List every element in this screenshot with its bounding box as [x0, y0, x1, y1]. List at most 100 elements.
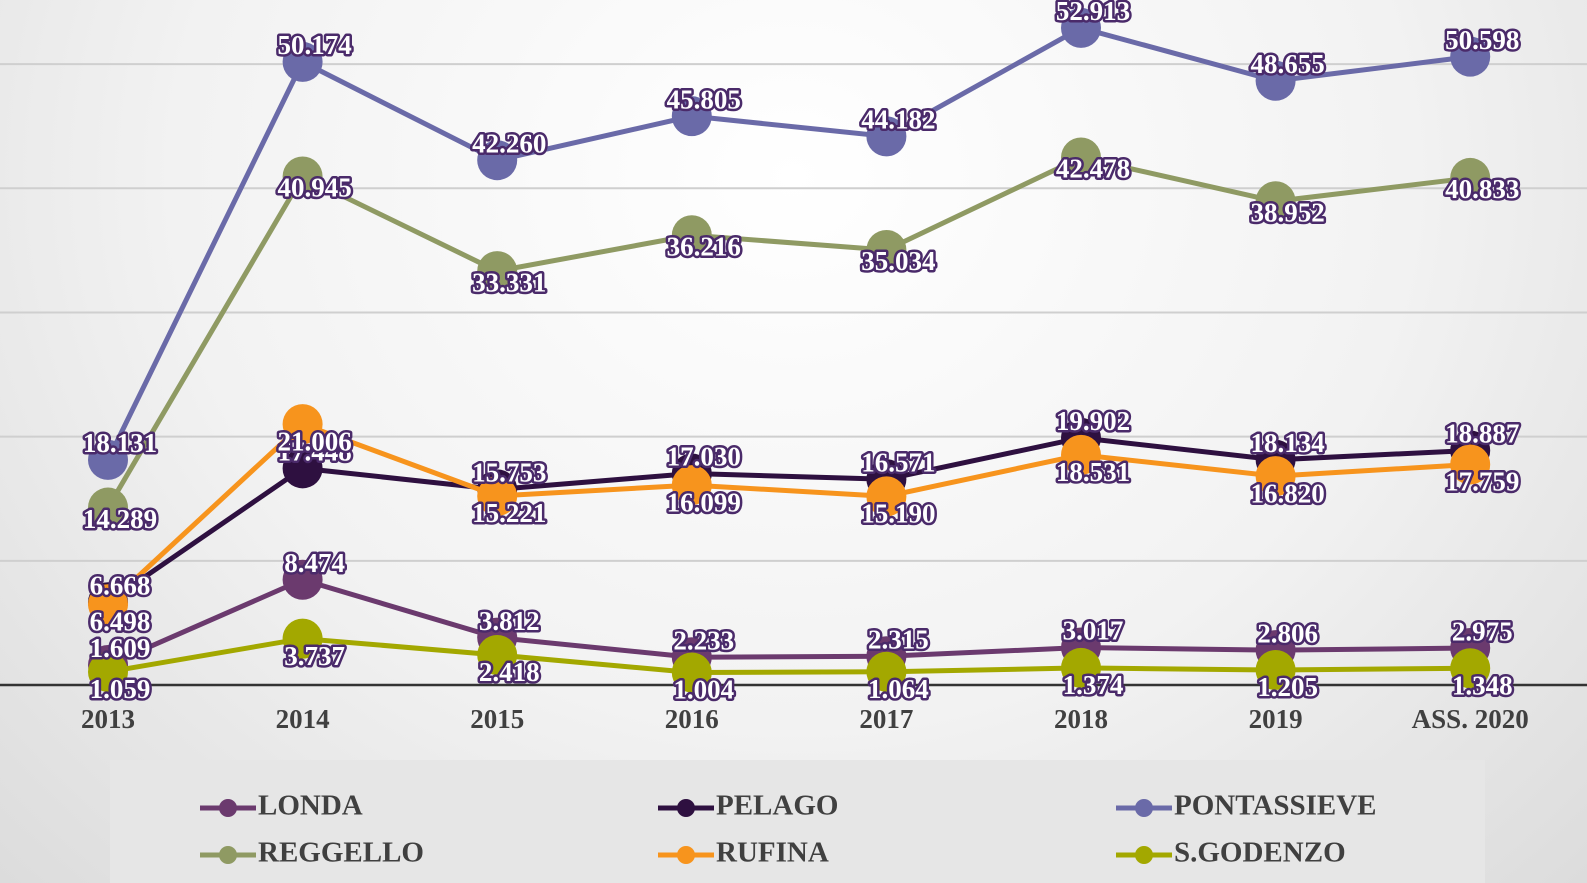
legend-label: PELAGO: [716, 790, 838, 822]
data-label: 3.017: [1063, 616, 1124, 646]
data-label: 38.952: [1250, 197, 1324, 227]
data-point: [1450, 157, 1491, 198]
data-label: 1.059: [90, 674, 151, 704]
data-label: 36.216: [667, 231, 741, 261]
data-label: 2.315: [868, 624, 929, 654]
data-point: [88, 439, 128, 480]
data-point: [866, 651, 907, 692]
x-tick-label: 2019: [1249, 704, 1303, 734]
data-point: [477, 475, 518, 516]
x-tick-label: 2017: [859, 704, 913, 734]
data-label: 15.221: [472, 498, 546, 528]
data-point: [866, 116, 907, 157]
data-point: [671, 215, 712, 256]
legend-marker: [677, 799, 695, 817]
data-point: [671, 465, 712, 506]
legend-marker: [1135, 846, 1153, 864]
data-point: [477, 251, 518, 292]
data-label: 48.655: [1250, 49, 1324, 79]
data-point: [671, 652, 712, 693]
data-point: [88, 584, 128, 625]
data-label: 16.099: [667, 487, 741, 517]
data-point: [1450, 444, 1491, 485]
data-label: 52.913: [1056, 0, 1130, 26]
data-point: [1061, 137, 1101, 178]
line-series: [106, 435, 1471, 605]
data-point: [1255, 181, 1296, 222]
data-point: [477, 634, 518, 675]
data-label: 6.498: [90, 607, 151, 637]
data-label: 17.030: [667, 442, 741, 472]
legend-label: RUFINA: [716, 837, 829, 869]
x-tick-label: 2018: [1054, 704, 1108, 734]
data-point: [1450, 648, 1491, 689]
data-point: [282, 404, 323, 445]
data-label: 3.812: [479, 606, 540, 636]
data-label: 18.134: [1250, 428, 1324, 458]
data-label: 1.374: [1063, 670, 1124, 700]
data-point: [88, 651, 128, 692]
data-point: [282, 618, 323, 659]
data-label: 2.418: [479, 657, 540, 687]
data-label: 1.004: [673, 675, 734, 705]
data-point: [866, 229, 907, 270]
data-point: [88, 487, 128, 528]
data-point: [477, 140, 518, 181]
data-point: [282, 448, 323, 489]
data-label: 8.474: [284, 548, 345, 578]
data-label: 14.289: [83, 504, 157, 534]
legend-label: LONDA: [258, 790, 363, 822]
x-tick-label: 2016: [665, 704, 719, 734]
data-label: 33.331: [472, 267, 546, 297]
data-point: [1255, 650, 1296, 691]
data-label: 42.260: [472, 128, 546, 158]
data-label: 50.598: [1445, 25, 1519, 55]
data-label: 3.737: [284, 641, 345, 671]
data-point: [282, 559, 323, 600]
data-label: 21.006: [277, 426, 351, 456]
data-point: [1061, 7, 1101, 48]
data-label: 18.531: [1056, 457, 1130, 487]
data-label: 2.975: [1452, 616, 1513, 646]
legend-label: REGGELLO: [258, 837, 424, 869]
data-point: [1450, 36, 1491, 77]
data-label: 15.190: [861, 499, 935, 529]
legend-marker: [219, 846, 237, 864]
data-label: 2.233: [673, 625, 734, 655]
data-label: 35.034: [861, 246, 935, 276]
data-label: 16.820: [1250, 478, 1324, 508]
data-label: 17.759: [1445, 467, 1519, 497]
data-label: 1.609: [90, 633, 151, 663]
data-label: 1.205: [1257, 672, 1318, 702]
legend-label: PONTASSIEVE: [1174, 790, 1377, 822]
data-point: [671, 96, 712, 137]
data-label: 50.174: [277, 30, 351, 60]
data-label: 17.448: [277, 437, 351, 467]
legend-marker: [677, 846, 695, 864]
legend-label: S.GODENZO: [1174, 837, 1346, 869]
x-tick-label: ASS. 2020: [1412, 704, 1529, 734]
data-label: 1.348: [1452, 670, 1513, 700]
data-point: [1255, 456, 1296, 497]
legend-marker: [1135, 799, 1153, 817]
data-label: 40.945: [277, 173, 351, 203]
data-point: [282, 41, 323, 82]
line-series: [106, 577, 1471, 668]
x-tick-label: 2014: [276, 704, 330, 734]
line-series: [106, 421, 1471, 607]
data-point: [866, 476, 907, 517]
data-label: 1.064: [868, 674, 929, 704]
data-label: 2.806: [1257, 618, 1318, 648]
data-label: 16.571: [861, 447, 935, 477]
data-label: 18.887: [1445, 419, 1519, 449]
data-label: 19.902: [1056, 406, 1130, 436]
data-label: 18.131: [83, 428, 157, 458]
data-point: [1061, 434, 1101, 475]
line-series: [107, 636, 1471, 676]
data-point: [1255, 60, 1296, 101]
line-series: [105, 25, 1471, 461]
x-tick-label: 2015: [470, 704, 524, 734]
data-point: [1061, 647, 1101, 688]
line-series: [105, 154, 1471, 509]
